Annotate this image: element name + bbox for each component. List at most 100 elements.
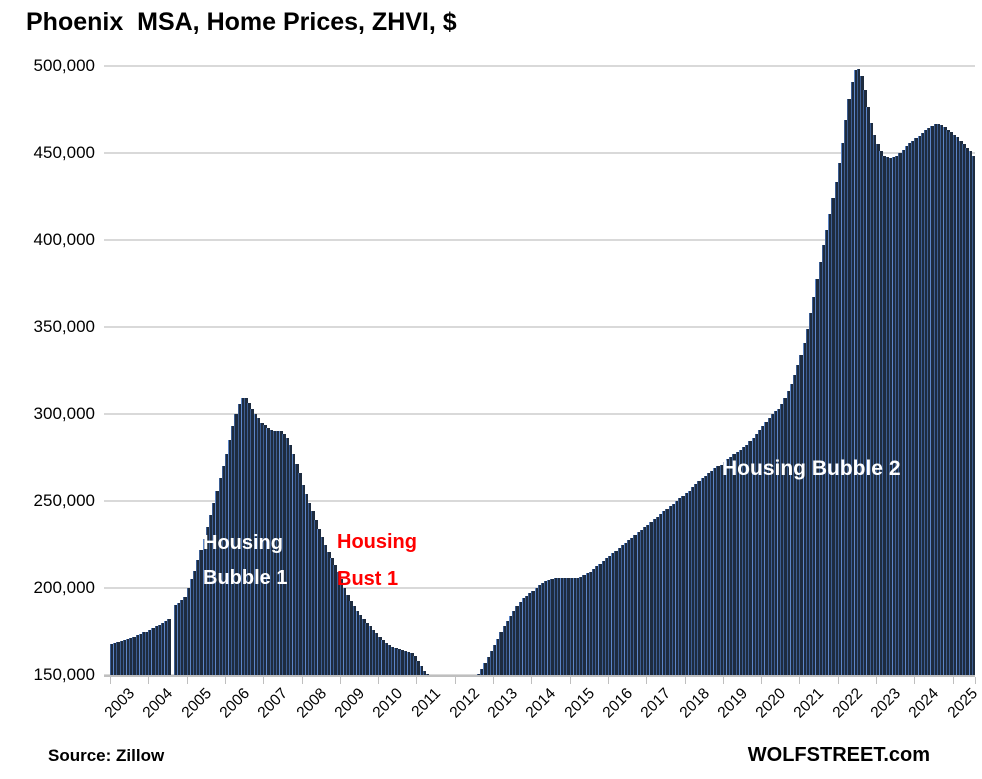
bar: [320, 536, 325, 675]
bar: [722, 461, 727, 675]
x-tick-label-2024: 2024: [906, 685, 943, 722]
bar: [927, 127, 931, 675]
bar: [783, 398, 787, 675]
bar: [295, 463, 299, 675]
bar: [336, 571, 341, 675]
bar: [840, 142, 845, 675]
bar: [141, 632, 146, 675]
x-tick-label-2018: 2018: [676, 685, 713, 722]
bar: [690, 487, 695, 675]
bar: [374, 633, 379, 675]
bar: [716, 466, 720, 675]
bar: [767, 417, 771, 675]
bar: [196, 560, 200, 675]
annotation-housing-bust-1-line1: Housing: [337, 531, 417, 553]
bar: [719, 464, 724, 675]
bar: [601, 561, 606, 675]
bar: [486, 656, 491, 675]
bar: [655, 516, 660, 675]
bar: [943, 126, 947, 675]
bar: [537, 585, 542, 675]
bar: [630, 537, 634, 675]
bar: [566, 578, 570, 675]
bar: [493, 644, 497, 675]
bar: [148, 629, 152, 675]
bar: [812, 296, 816, 675]
bar: [939, 125, 944, 675]
bar: [260, 422, 264, 675]
bar: [620, 545, 625, 675]
bar: [563, 578, 567, 675]
bar: [528, 593, 532, 675]
x-tick: [301, 677, 303, 684]
bar: [378, 636, 382, 675]
bar: [272, 430, 277, 675]
bar: [167, 619, 171, 675]
bar: [116, 641, 120, 675]
bar: [426, 674, 430, 675]
bar: [844, 119, 848, 675]
bar: [521, 598, 526, 675]
bar: [815, 279, 819, 675]
bar: [831, 198, 835, 675]
bar: [288, 445, 293, 675]
bar: [164, 621, 168, 675]
bar: [955, 137, 960, 675]
bar: [122, 640, 127, 675]
bar: [901, 149, 906, 675]
x-tick: [914, 677, 916, 684]
bar: [627, 540, 631, 675]
bar: [317, 528, 321, 675]
bar: [572, 578, 577, 675]
bar: [576, 577, 580, 675]
bar: [186, 588, 191, 675]
x-tick-label-2011: 2011: [408, 685, 445, 721]
x-tick: [186, 677, 188, 684]
bar: [234, 414, 238, 675]
bar: [748, 441, 752, 675]
x-tick-label-2016: 2016: [599, 685, 636, 722]
bar: [387, 645, 392, 675]
y-tick-label: 350,000: [33, 317, 95, 336]
bar: [706, 473, 711, 675]
bar: [789, 383, 794, 675]
bar: [390, 647, 395, 675]
bar: [684, 493, 689, 675]
bar: [866, 106, 870, 675]
bar: [652, 519, 657, 675]
y-tick-label: 500,000: [33, 56, 95, 75]
bar: [898, 153, 902, 675]
branding-wolfstreet: WOLFSTREET.com: [747, 744, 930, 766]
x-tick: [722, 677, 724, 684]
bar: [604, 558, 609, 675]
bar: [266, 427, 270, 675]
x-tick-label-2005: 2005: [178, 685, 215, 722]
bar: [183, 596, 187, 675]
bar: [113, 642, 117, 675]
x-tick-label-2014: 2014: [522, 685, 560, 722]
bar: [824, 229, 829, 675]
bar: [773, 411, 778, 675]
bar: [761, 426, 765, 675]
x-tick: [339, 677, 341, 684]
bar: [796, 365, 800, 675]
bar: [780, 404, 784, 675]
bar: [585, 573, 590, 675]
bar: [550, 579, 554, 675]
bar: [161, 622, 165, 675]
bar: [662, 511, 666, 675]
x-tick: [876, 677, 878, 684]
bar: [588, 571, 593, 675]
bar: [888, 158, 893, 675]
bar: [700, 478, 704, 675]
x-tick-label-2008: 2008: [293, 685, 330, 722]
bar: [291, 454, 296, 675]
bar: [828, 213, 832, 675]
bar: [959, 140, 963, 675]
bar: [339, 579, 344, 675]
gridline: [104, 326, 975, 328]
bar: [263, 425, 267, 675]
bar: [936, 124, 941, 675]
bar: [231, 426, 235, 675]
annotation-housing-bubble-1-line2: Bubble 1: [203, 567, 288, 589]
